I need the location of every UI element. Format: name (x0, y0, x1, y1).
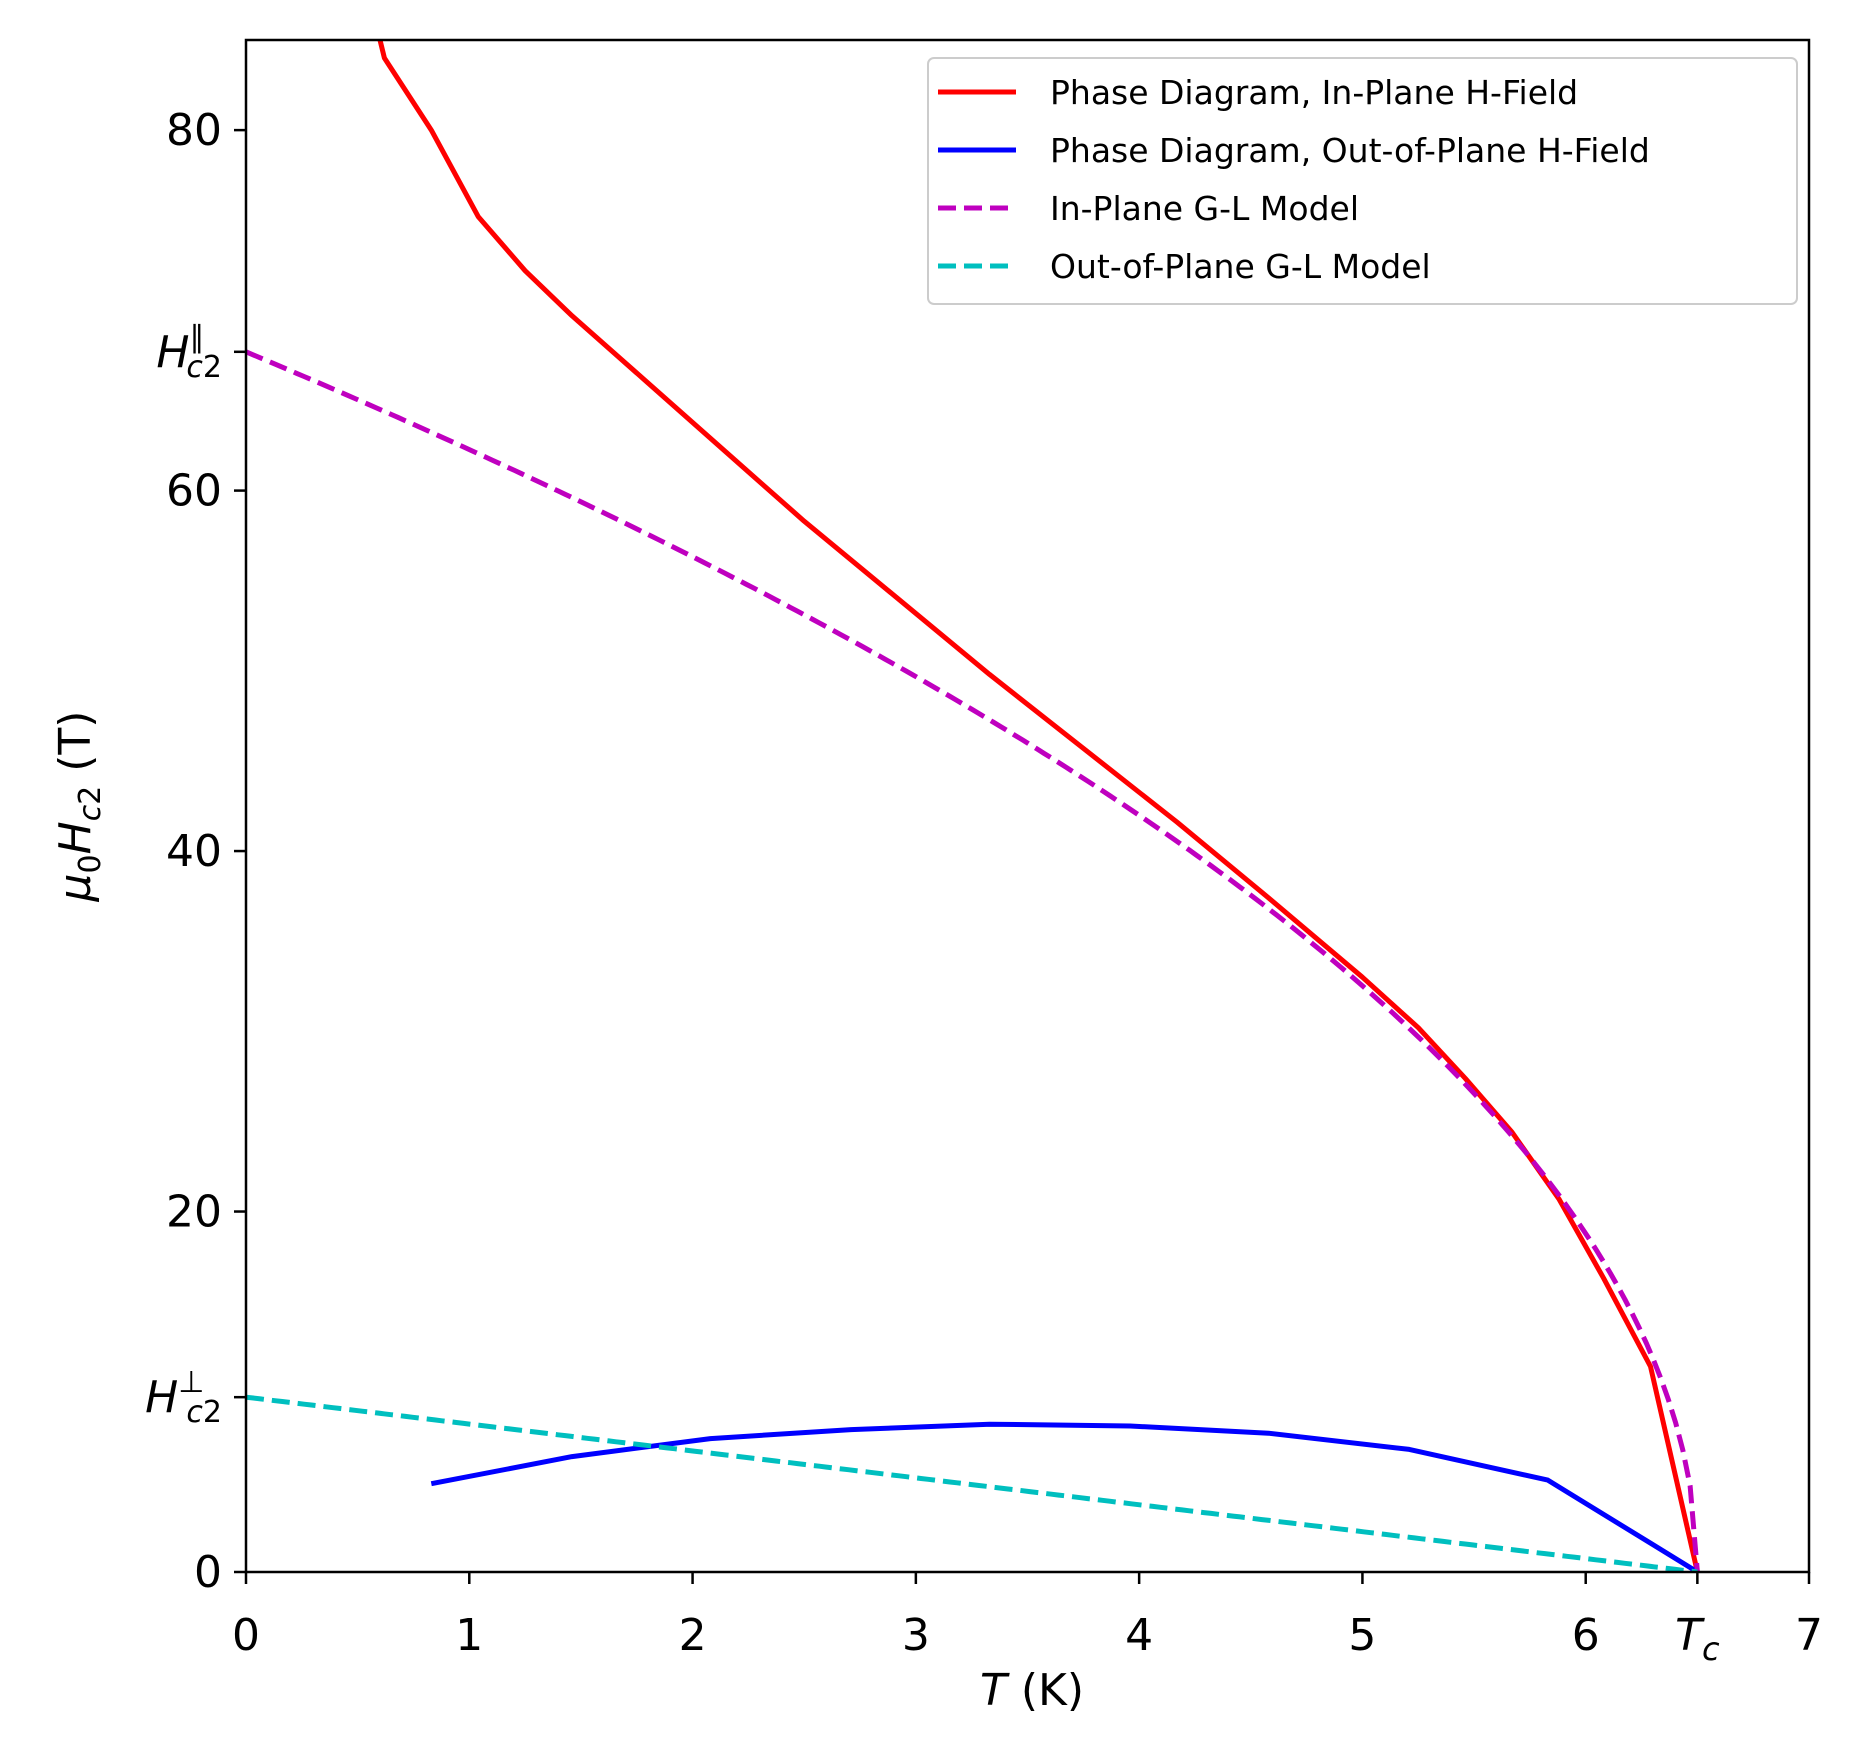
x-tick-label: 7 (1795, 1610, 1823, 1661)
y-ticks: 0 H⊥ c2 20 40 60 H∥ c2 80 (145, 105, 246, 1598)
legend-box (927, 57, 1798, 305)
legend-label-1: Phase Diagram, In-Plane H-Field (1050, 73, 1578, 112)
x-tick-label: 0 (232, 1610, 260, 1661)
series-layer (246, 40, 1700, 1572)
x-tick-label: 3 (902, 1610, 930, 1661)
y-tick-label: H⊥ c2 (145, 1365, 222, 1430)
series-line-3 (246, 349, 1700, 1572)
x-ticks: 0 1 2 3 4 5 6 Tc 7 (232, 1572, 1823, 1668)
y-tick-label: 20 (166, 1187, 222, 1238)
x-tick-label: Tc (1675, 1610, 1720, 1668)
legend: Phase Diagram, In-Plane H-Field Phase Dia… (927, 57, 1798, 305)
x-tick-label: 4 (1125, 1610, 1153, 1661)
x-axis-label: T (K) (980, 1665, 1084, 1716)
x-tick-label: 5 (1348, 1610, 1376, 1661)
y-tick-label: 80 (166, 105, 222, 156)
legend-label-3: In-Plane G-L Model (1050, 189, 1359, 228)
x-tick-label: 6 (1572, 1610, 1600, 1661)
series-line-4 (246, 1394, 1698, 1572)
y-tick-label: 40 (166, 826, 222, 877)
y-tick-label: 60 (166, 466, 222, 517)
x-tick-label: 2 (679, 1610, 707, 1661)
series-line-2 (430, 1421, 1699, 1572)
y-axis-label: μ0Hc2 (T) (50, 711, 108, 903)
legend-label-4: Out-of-Plane G-L Model (1050, 247, 1431, 286)
x-tick-label: 1 (455, 1610, 483, 1661)
legend-label-2: Phase Diagram, Out-of-Plane H-Field (1050, 131, 1650, 170)
y-tick-label: H∥ c2 (156, 320, 222, 385)
plot-frame (244, 38, 1811, 1574)
y-tick-label: 0 (194, 1547, 222, 1598)
